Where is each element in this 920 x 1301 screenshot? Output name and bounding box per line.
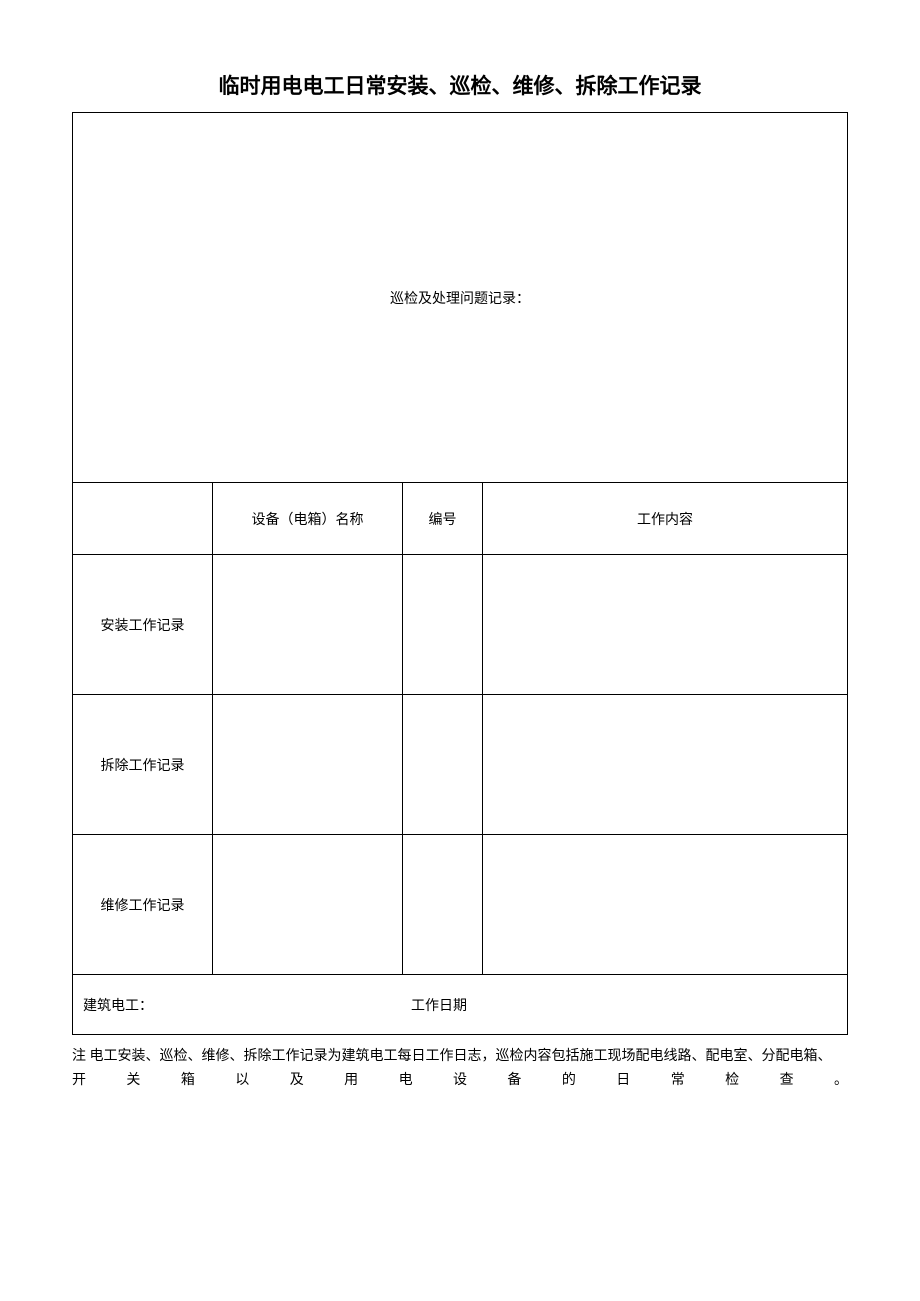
record-table: 巡检及处理问题记录： 设备（电箱）名称 编号 工作内容 安装工作记录 拆除工作记… (72, 112, 848, 1035)
row-label-remove: 拆除工作记录 (73, 695, 213, 835)
header-work-content: 工作内容 (483, 483, 848, 555)
inspection-label: 巡检及处理问题记录： (390, 292, 530, 307)
footnote: 注 电工安装、巡检、维修、拆除工作记录为建筑电工每日工作日志，巡检内容包括施工现… (72, 1045, 848, 1093)
cell-install-device (213, 555, 403, 695)
footnote-line2: 开关箱以及用电设备的日常检查。 (72, 1069, 848, 1093)
row-label-repair: 维修工作记录 (73, 835, 213, 975)
cell-repair-content (483, 835, 848, 975)
cell-repair-number (403, 835, 483, 975)
header-device-name: 设备（电箱）名称 (213, 483, 403, 555)
cell-repair-device (213, 835, 403, 975)
footnote-line1: 注 电工安装、巡检、维修、拆除工作记录为建筑电工每日工作日志，巡检内容包括施工现… (72, 1045, 848, 1069)
table-row: 安装工作记录 (73, 555, 848, 695)
cell-remove-number (403, 695, 483, 835)
cell-remove-content (483, 695, 848, 835)
table-row: 拆除工作记录 (73, 695, 848, 835)
cell-remove-device (213, 695, 403, 835)
inspection-record-cell: 巡检及处理问题记录： (73, 113, 848, 483)
cell-install-content (483, 555, 848, 695)
table-header-row: 设备（电箱）名称 编号 工作内容 (73, 483, 848, 555)
work-date-label: 工作日期 (411, 995, 467, 1015)
row-label-install: 安装工作记录 (73, 555, 213, 695)
table-footer-row: 建筑电工： 工作日期 (73, 975, 848, 1035)
document-title: 临时用电电工日常安装、巡检、维修、拆除工作记录 (72, 70, 848, 100)
header-empty (73, 483, 213, 555)
cell-install-number (403, 555, 483, 695)
electrician-label: 建筑电工： (83, 995, 411, 1015)
footer-cell: 建筑电工： 工作日期 (73, 975, 848, 1035)
header-number: 编号 (403, 483, 483, 555)
table-row: 维修工作记录 (73, 835, 848, 975)
